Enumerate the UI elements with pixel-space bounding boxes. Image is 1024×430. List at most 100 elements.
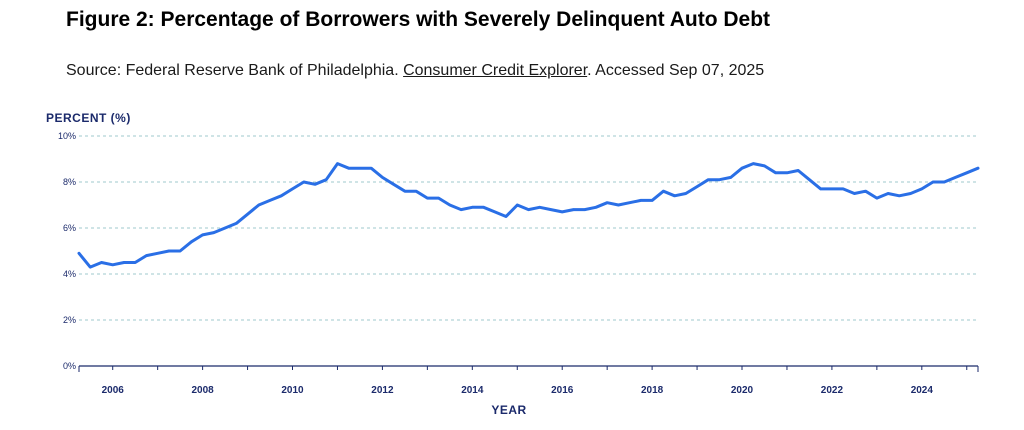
x-tick-label: 2006	[102, 385, 125, 396]
data-point	[100, 261, 103, 264]
data-point	[538, 206, 541, 209]
data-point	[594, 206, 598, 209]
data-point	[909, 192, 912, 195]
data-point	[122, 261, 126, 264]
data-point	[482, 206, 485, 209]
data-point	[527, 208, 530, 211]
y-tick-label: 2%	[63, 315, 76, 325]
data-point	[830, 187, 834, 191]
data-point	[89, 265, 92, 269]
x-tick-label: 2024	[911, 385, 934, 396]
data-point	[201, 233, 204, 237]
data-point	[965, 171, 968, 174]
data-point	[392, 183, 395, 186]
data-point	[673, 194, 676, 197]
data-point	[190, 240, 193, 243]
data-point	[808, 178, 811, 181]
data-point	[853, 192, 856, 195]
data-point	[875, 196, 879, 200]
data-point	[628, 201, 631, 204]
data-point	[336, 162, 339, 165]
data-point	[650, 199, 654, 202]
x-axis	[78, 365, 979, 372]
data-point	[752, 162, 755, 165]
data-point	[246, 213, 249, 216]
data-point	[133, 261, 137, 264]
y-tick-labels: 0% 2% 4% 6% 8% 10%	[58, 131, 76, 371]
data-point	[156, 252, 159, 255]
x-tick-label: 2014	[461, 385, 484, 396]
data-point	[223, 226, 227, 230]
x-tick-label: 2016	[551, 385, 574, 396]
data-point	[347, 167, 350, 170]
data-point	[763, 164, 766, 168]
data-point	[662, 190, 665, 193]
series-group	[77, 162, 980, 269]
data-point	[695, 185, 699, 188]
source-link[interactable]: Consumer Credit Explorer	[403, 62, 588, 79]
data-point	[707, 178, 710, 181]
data-point	[268, 199, 272, 202]
x-tick-label: 2010	[281, 385, 304, 396]
data-point	[369, 167, 373, 170]
data-point	[954, 176, 957, 179]
data-point	[504, 215, 508, 218]
source-prefix: Source: Federal Reserve Bank of Philadel…	[66, 62, 404, 79]
data-point	[797, 169, 800, 172]
y-tick-label: 4%	[63, 269, 76, 279]
y-tick-label: 0%	[63, 361, 76, 371]
data-point	[561, 210, 564, 214]
data-point	[280, 194, 283, 197]
figure-title: Figure 2: Percentage of Borrowers with S…	[66, 8, 771, 31]
data-point	[111, 263, 114, 266]
data-point	[448, 203, 452, 207]
data-point	[785, 171, 789, 174]
data-point	[819, 187, 822, 191]
data-point	[145, 254, 148, 257]
data-point	[740, 167, 744, 170]
data-point	[403, 190, 407, 193]
data-point	[325, 178, 328, 181]
x-axis-label: YEAR	[491, 403, 526, 417]
x-tick-label: 2018	[641, 385, 664, 396]
data-point	[898, 194, 901, 197]
source-suffix: . Accessed Sep 07, 2025	[587, 62, 765, 79]
data-point	[572, 208, 575, 211]
data-point	[257, 203, 260, 207]
data-point	[605, 201, 609, 204]
data-point	[459, 208, 463, 211]
data-point	[774, 171, 777, 174]
y-tick-label: 6%	[63, 223, 76, 233]
data-point	[302, 180, 305, 184]
data-point	[729, 176, 732, 179]
data-point	[920, 187, 924, 191]
x-tick-label: 2008	[191, 385, 214, 396]
data-point	[718, 178, 721, 181]
y-axis-label: PERCENT (%)	[46, 111, 131, 125]
data-point	[381, 176, 384, 179]
data-point	[212, 231, 216, 234]
figure-source: Source: Federal Reserve Bank of Philadel…	[66, 62, 764, 80]
data-point	[414, 190, 418, 193]
series-line	[77, 162, 980, 269]
y-tick-label: 10%	[58, 131, 76, 141]
data-point	[77, 252, 81, 255]
data-point	[864, 190, 867, 193]
data-point	[167, 249, 171, 253]
data-point	[886, 192, 890, 195]
data-point	[976, 167, 980, 170]
data-point	[549, 208, 553, 211]
data-point	[235, 222, 238, 225]
data-point	[684, 192, 688, 195]
x-tick-label: 2012	[371, 385, 394, 396]
data-point	[583, 208, 586, 211]
data-point	[931, 180, 935, 184]
grid-lines	[79, 135, 978, 321]
data-point	[358, 167, 362, 170]
data-point	[291, 187, 294, 191]
data-point	[426, 196, 429, 200]
data-point	[841, 187, 845, 191]
data-point	[178, 249, 182, 253]
data-point	[639, 199, 643, 202]
